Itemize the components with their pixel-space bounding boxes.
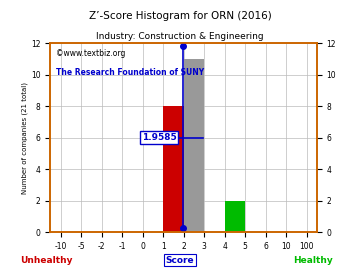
Text: The Research Foundation of SUNY: The Research Foundation of SUNY xyxy=(56,68,204,77)
Text: Z’-Score Histogram for ORN (2016): Z’-Score Histogram for ORN (2016) xyxy=(89,11,271,21)
Y-axis label: Number of companies (21 total): Number of companies (21 total) xyxy=(22,82,28,194)
Bar xyxy=(184,59,204,232)
Bar xyxy=(163,106,184,232)
Text: Industry: Construction & Engineering: Industry: Construction & Engineering xyxy=(96,32,264,41)
Bar xyxy=(225,201,245,232)
Text: Score: Score xyxy=(166,256,194,265)
Text: 1.9585: 1.9585 xyxy=(142,133,177,142)
Text: Healthy: Healthy xyxy=(293,256,333,265)
Text: Unhealthy: Unhealthy xyxy=(21,256,73,265)
Text: ©www.textbiz.org: ©www.textbiz.org xyxy=(56,49,125,58)
